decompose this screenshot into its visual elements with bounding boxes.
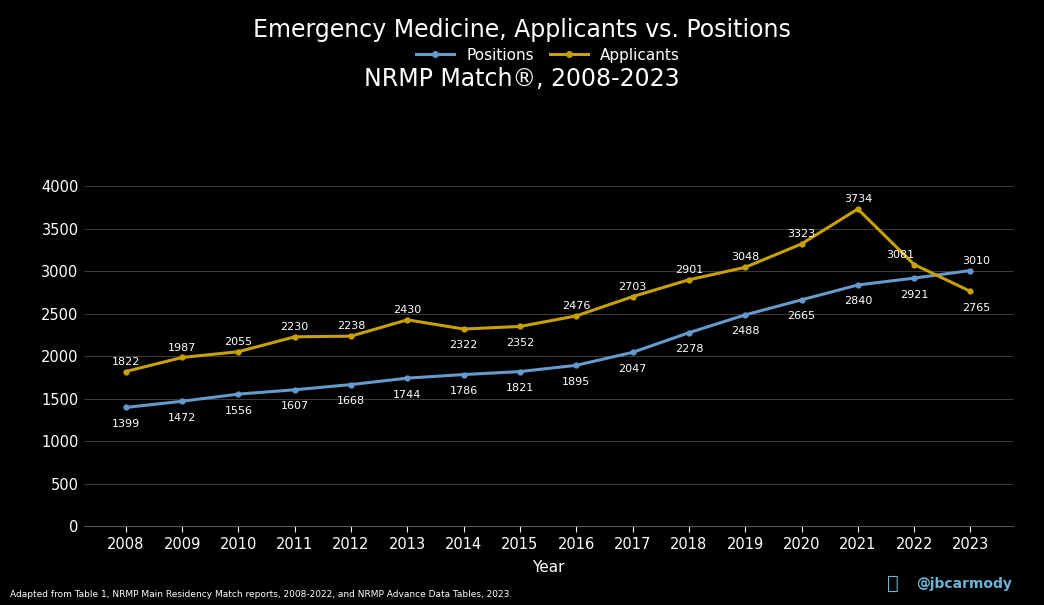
Text: 3081: 3081 — [886, 249, 915, 260]
Text: 1987: 1987 — [168, 342, 196, 353]
Text: 1895: 1895 — [562, 377, 590, 387]
Text: NRMP Match®, 2008-2023: NRMP Match®, 2008-2023 — [364, 67, 680, 91]
Text: 2322: 2322 — [450, 341, 478, 350]
Text: 2230: 2230 — [281, 322, 309, 332]
Positions — [796, 296, 808, 304]
Line: Positions: Positions — [123, 268, 973, 410]
Text: 2352: 2352 — [506, 338, 535, 348]
Text: @jbcarmody: @jbcarmody — [917, 577, 1012, 591]
Applicants — [345, 333, 357, 340]
Applicants — [908, 261, 921, 268]
X-axis label: Year: Year — [531, 560, 565, 575]
Applicants — [175, 354, 188, 361]
Text: 1744: 1744 — [394, 390, 422, 399]
Applicants — [514, 323, 526, 330]
Text: 1607: 1607 — [281, 401, 309, 411]
Positions — [965, 267, 977, 274]
Text: 3010: 3010 — [962, 255, 990, 266]
Text: 2921: 2921 — [900, 290, 928, 299]
Positions — [626, 348, 639, 356]
Text: 2476: 2476 — [562, 301, 591, 311]
Positions — [457, 371, 470, 378]
Text: 1556: 1556 — [224, 405, 253, 416]
Text: 2278: 2278 — [674, 344, 703, 354]
Text: 🐦: 🐦 — [887, 574, 899, 594]
Text: 2488: 2488 — [731, 326, 759, 336]
Positions — [852, 281, 864, 289]
Text: Adapted from Table 1, NRMP Main Residency Match reports, 2008-2022, and NRMP Adv: Adapted from Table 1, NRMP Main Residenc… — [10, 590, 513, 599]
Line: Applicants: Applicants — [123, 206, 973, 374]
Text: 2765: 2765 — [962, 302, 990, 313]
Applicants — [288, 333, 301, 341]
Positions — [401, 374, 413, 382]
Text: 3048: 3048 — [731, 252, 759, 263]
Text: 1472: 1472 — [168, 413, 196, 423]
Legend: Positions, Applicants: Positions, Applicants — [410, 41, 686, 68]
Text: 2840: 2840 — [844, 296, 872, 306]
Text: 1821: 1821 — [506, 383, 535, 393]
Positions — [288, 386, 301, 393]
Positions — [570, 362, 583, 369]
Positions — [175, 397, 188, 405]
Positions — [232, 390, 244, 397]
Applicants — [796, 240, 808, 247]
Positions — [908, 275, 921, 282]
Text: 1668: 1668 — [337, 396, 365, 406]
Applicants — [401, 316, 413, 324]
Positions — [683, 329, 695, 336]
Text: 2703: 2703 — [618, 282, 646, 292]
Positions — [119, 404, 132, 411]
Applicants — [965, 288, 977, 295]
Positions — [514, 368, 526, 375]
Positions — [739, 311, 752, 318]
Text: 2047: 2047 — [618, 364, 646, 374]
Text: 1822: 1822 — [112, 356, 140, 367]
Text: 3734: 3734 — [844, 194, 872, 204]
Applicants — [683, 276, 695, 283]
Text: 2665: 2665 — [787, 312, 815, 321]
Text: 1786: 1786 — [450, 386, 478, 396]
Applicants — [626, 293, 639, 300]
Applicants — [119, 368, 132, 375]
Text: 3323: 3323 — [787, 229, 815, 239]
Applicants — [457, 325, 470, 333]
Positions — [345, 381, 357, 388]
Applicants — [852, 205, 864, 212]
Applicants — [739, 264, 752, 271]
Text: 2901: 2901 — [674, 265, 703, 275]
Applicants — [232, 348, 244, 355]
Text: 1399: 1399 — [112, 419, 140, 429]
Text: 2430: 2430 — [394, 305, 422, 315]
Text: Emergency Medicine, Applicants vs. Positions: Emergency Medicine, Applicants vs. Posit… — [253, 18, 791, 42]
Applicants — [570, 312, 583, 319]
Text: 2055: 2055 — [224, 337, 253, 347]
Text: 2238: 2238 — [337, 321, 365, 331]
